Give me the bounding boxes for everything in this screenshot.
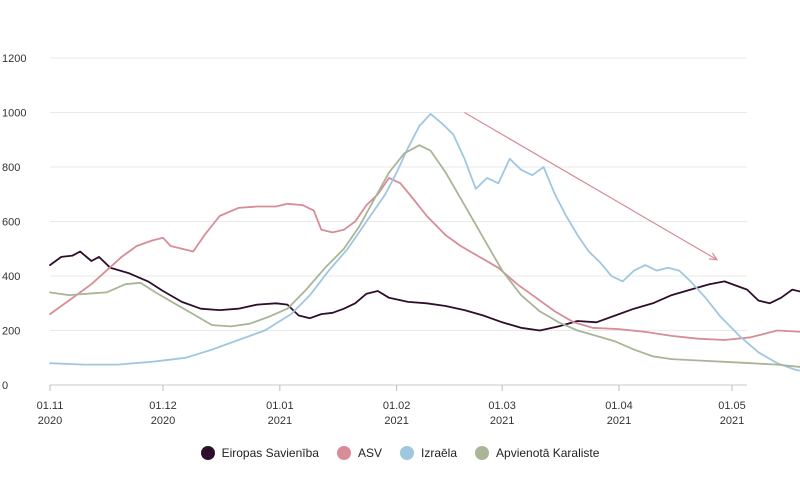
x-tick-year-label: 2020 bbox=[38, 415, 62, 427]
y-axis-ticks: 0 200 400 600 800 1000 1200 bbox=[2, 53, 26, 392]
trend-arrow-0 bbox=[464, 111, 718, 261]
x-tick-year-label: 2021 bbox=[268, 415, 292, 427]
x-tick-year-label: 2021 bbox=[607, 415, 631, 427]
series-lines bbox=[49, 113, 800, 372]
x-tick-year-label: 2021 bbox=[384, 415, 408, 427]
legend-item: ASV bbox=[336, 446, 382, 460]
series-line-2 bbox=[49, 113, 800, 372]
legend-item: Apvienotā Karaliste bbox=[475, 446, 599, 460]
y-tick-label: 1000 bbox=[2, 108, 26, 120]
y-tick-label: 800 bbox=[2, 162, 20, 174]
y-tick-label: 600 bbox=[2, 217, 20, 229]
trend-arrow-head-0 bbox=[708, 252, 719, 261]
annotations bbox=[464, 111, 719, 261]
y-tick-label: 0 bbox=[2, 380, 8, 392]
x-tick-label: 01.02 bbox=[383, 400, 411, 412]
legend-label: ASV bbox=[357, 446, 382, 460]
x-tick-year-label: 2021 bbox=[490, 415, 514, 427]
series-line-0 bbox=[49, 250, 800, 332]
legend-label: Izraēla bbox=[420, 446, 458, 460]
x-tick-year-label: 2021 bbox=[720, 415, 744, 427]
x-tick-label: 01.01 bbox=[266, 400, 294, 412]
gridlines bbox=[50, 57, 747, 386]
y-tick-label: 200 bbox=[2, 326, 20, 338]
x-tick-label: 01.12 bbox=[149, 400, 177, 412]
legend-swatch bbox=[200, 446, 215, 460]
x-tick-label: 01.05 bbox=[718, 400, 746, 412]
legend: Eiropas Savienība ASV Izraēla Apvienotā Kar… bbox=[0, 442, 800, 464]
legend-item: Izraēla bbox=[399, 446, 458, 460]
x-axis: 01.11 2020 01.12 2020 01.01 2021 01.02 2021 01.0… bbox=[37, 385, 746, 427]
x-tick-label: 01.04 bbox=[605, 400, 633, 412]
series-line-1 bbox=[49, 177, 800, 341]
legend-label: Apvienotā Karaliste bbox=[496, 446, 600, 460]
legend-label: Eiropas Savienība bbox=[221, 446, 319, 460]
series-line-3 bbox=[49, 144, 800, 368]
legend-swatch bbox=[475, 446, 490, 460]
legend-item: Eiropas Savienība bbox=[200, 446, 319, 460]
y-tick-label: 1200 bbox=[2, 53, 26, 65]
y-tick-label: 400 bbox=[2, 271, 20, 283]
line-chart: 0 200 400 600 800 1000 1200 01.11 2020 01.12 2020… bbox=[2, 53, 800, 427]
legend-swatch bbox=[336, 446, 351, 460]
legend-swatch bbox=[399, 446, 414, 460]
x-tick-year-label: 2020 bbox=[151, 415, 175, 427]
x-tick-label: 01.03 bbox=[488, 400, 516, 412]
x-tick-label: 01.11 bbox=[37, 400, 64, 412]
